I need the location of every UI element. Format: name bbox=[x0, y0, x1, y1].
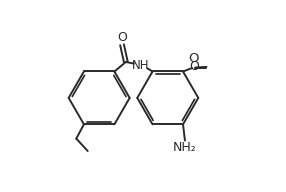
Text: NH: NH bbox=[131, 59, 149, 72]
Text: O: O bbox=[188, 52, 199, 65]
Text: O: O bbox=[117, 31, 127, 44]
Text: NH₂: NH₂ bbox=[173, 141, 197, 154]
Text: O: O bbox=[189, 60, 199, 73]
